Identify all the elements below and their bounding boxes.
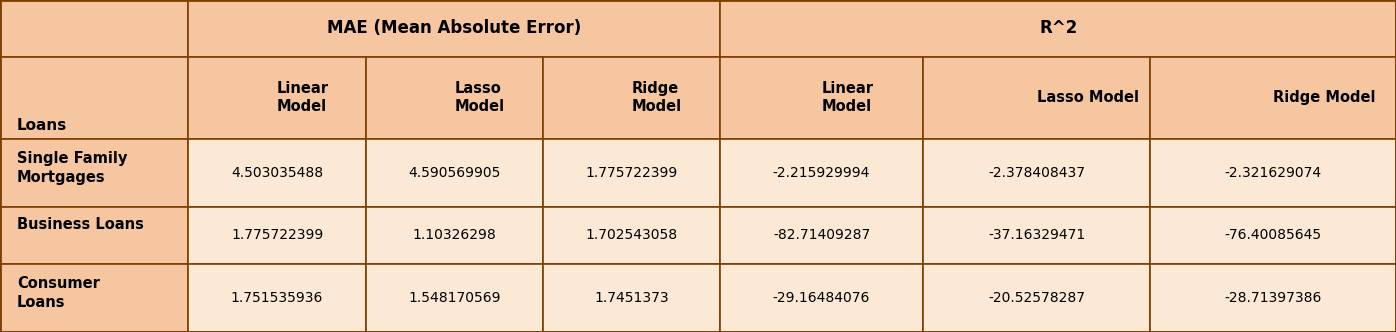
Text: Lasso Model: Lasso Model bbox=[1036, 90, 1139, 105]
Bar bbox=[1150, 264, 1396, 332]
Text: 4.503035488: 4.503035488 bbox=[232, 166, 322, 180]
Bar bbox=[720, 139, 923, 207]
Bar bbox=[0, 0, 188, 56]
Text: 1.775722399: 1.775722399 bbox=[230, 228, 324, 242]
Text: Lasso
Model: Lasso Model bbox=[455, 81, 504, 115]
Text: Linear
Model: Linear Model bbox=[821, 81, 874, 115]
Text: Ridge
Model: Ridge Model bbox=[631, 81, 681, 115]
Bar bbox=[543, 207, 720, 264]
Bar bbox=[923, 264, 1150, 332]
Bar bbox=[720, 56, 923, 139]
Text: 1.7451373: 1.7451373 bbox=[595, 291, 669, 305]
Text: -82.71409287: -82.71409287 bbox=[773, 228, 870, 242]
Text: -28.71397386: -28.71397386 bbox=[1224, 291, 1322, 305]
Bar bbox=[188, 56, 366, 139]
Text: Single Family
Mortgages: Single Family Mortgages bbox=[17, 151, 127, 185]
Text: -20.52578287: -20.52578287 bbox=[988, 291, 1085, 305]
Text: R^2: R^2 bbox=[1039, 19, 1078, 37]
Bar bbox=[923, 139, 1150, 207]
Bar bbox=[0, 139, 188, 207]
Bar bbox=[923, 207, 1150, 264]
Text: Loans: Loans bbox=[17, 118, 67, 133]
Bar bbox=[0, 56, 188, 139]
Bar bbox=[720, 264, 923, 332]
Bar bbox=[720, 0, 1396, 56]
Bar bbox=[1150, 56, 1396, 139]
Text: 1.10326298: 1.10326298 bbox=[413, 228, 496, 242]
Bar bbox=[366, 139, 543, 207]
Text: -2.378408437: -2.378408437 bbox=[988, 166, 1085, 180]
Bar bbox=[543, 264, 720, 332]
Text: Consumer
Loans: Consumer Loans bbox=[17, 276, 99, 309]
Bar bbox=[543, 139, 720, 207]
Text: 1.702543058: 1.702543058 bbox=[586, 228, 677, 242]
Bar bbox=[720, 207, 923, 264]
Text: -2.321629074: -2.321629074 bbox=[1224, 166, 1322, 180]
Text: -37.16329471: -37.16329471 bbox=[988, 228, 1085, 242]
Text: Ridge Model: Ridge Model bbox=[1273, 90, 1375, 105]
Bar bbox=[188, 207, 366, 264]
Bar bbox=[0, 264, 188, 332]
Bar bbox=[1150, 139, 1396, 207]
Text: -76.40085645: -76.40085645 bbox=[1224, 228, 1322, 242]
Bar bbox=[366, 264, 543, 332]
Bar bbox=[543, 56, 720, 139]
Text: Linear
Model: Linear Model bbox=[276, 81, 329, 115]
Text: -29.16484076: -29.16484076 bbox=[773, 291, 870, 305]
Text: -2.215929994: -2.215929994 bbox=[773, 166, 870, 180]
Bar bbox=[923, 56, 1150, 139]
Text: 1.751535936: 1.751535936 bbox=[230, 291, 324, 305]
Bar bbox=[188, 0, 720, 56]
Bar bbox=[366, 207, 543, 264]
Bar bbox=[0, 207, 188, 264]
Text: Business Loans: Business Loans bbox=[17, 217, 144, 232]
Text: 1.775722399: 1.775722399 bbox=[585, 166, 678, 180]
Bar bbox=[188, 264, 366, 332]
Bar bbox=[1150, 207, 1396, 264]
Bar bbox=[188, 139, 366, 207]
Bar bbox=[366, 56, 543, 139]
Text: 1.548170569: 1.548170569 bbox=[408, 291, 501, 305]
Text: 4.590569905: 4.590569905 bbox=[408, 166, 501, 180]
Text: MAE (Mean Absolute Error): MAE (Mean Absolute Error) bbox=[327, 19, 582, 37]
